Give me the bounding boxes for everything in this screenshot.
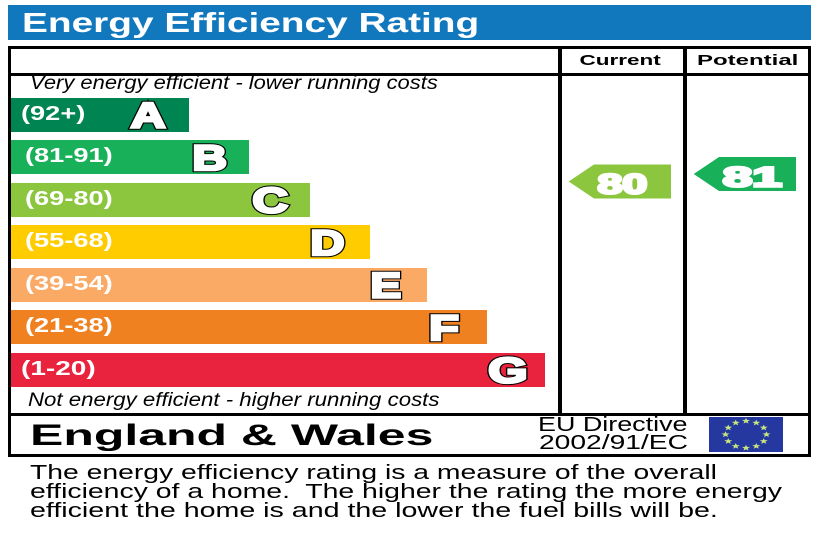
- svg-text:F: F: [429, 308, 459, 348]
- svg-text:B: B: [192, 138, 227, 178]
- svg-text:E: E: [370, 266, 401, 306]
- svg-text:F: F: [429, 308, 459, 348]
- svg-text:G: G: [488, 351, 527, 391]
- svg-text:A: A: [131, 96, 166, 136]
- svg-text:D: D: [310, 223, 344, 263]
- svg-text:G: G: [488, 351, 527, 391]
- svg-text:A: A: [131, 96, 166, 136]
- svg-text:E: E: [370, 266, 401, 306]
- svg-text:80: 80: [597, 169, 647, 200]
- svg-text:C: C: [252, 181, 288, 221]
- svg-text:D: D: [310, 223, 344, 263]
- svg-text:C: C: [252, 181, 288, 221]
- svg-text:B: B: [192, 138, 227, 178]
- svg-text:81: 81: [723, 161, 782, 192]
